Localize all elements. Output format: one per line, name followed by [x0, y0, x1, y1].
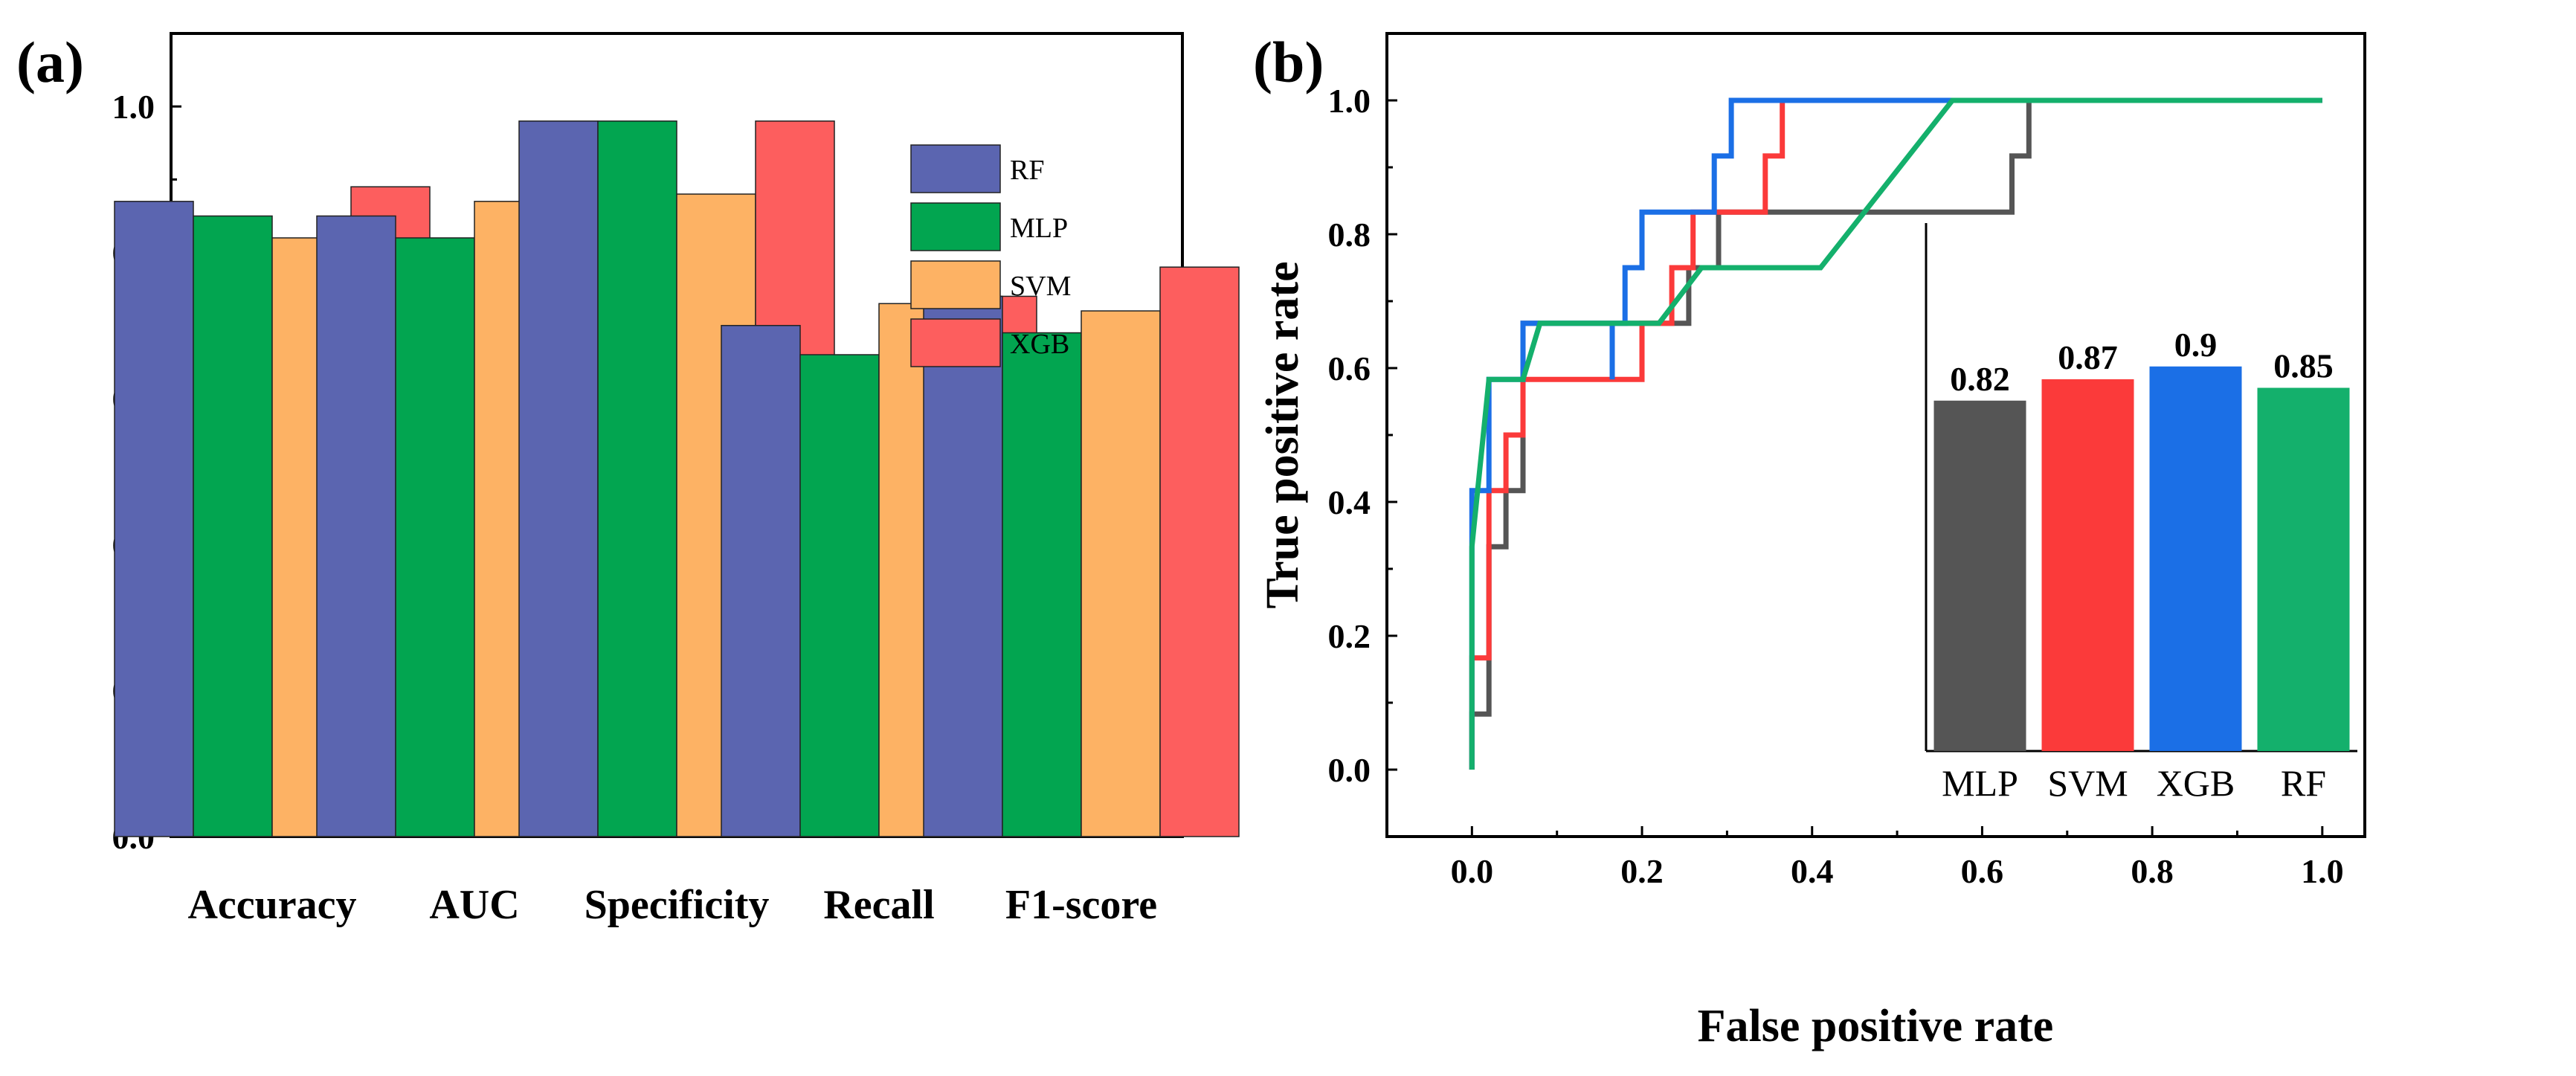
panel-b-x-tick-label: 0.2: [1620, 852, 1664, 890]
legend-label-rf: RF: [1010, 155, 1044, 186]
panel-b-y-tick-label: 0.2: [1328, 617, 1371, 655]
inset-value-label: 0.9: [2174, 326, 2218, 364]
bar-rf-recall: [721, 324, 801, 837]
panel-b-y-tick-label: 0.8: [1328, 216, 1371, 254]
legend-label-xgb: XGB: [1010, 329, 1069, 360]
bar-mlp-accuracy: [193, 215, 273, 837]
panel-b-x-axis: 0.0 0.2 0.4 0.6 0.8 1.0: [1385, 826, 2344, 890]
inset-value-label: 0.82: [1950, 360, 2010, 398]
panel-b-x-axis-title: False positive rate: [1698, 1001, 2054, 1051]
inset-value-label: 0.85: [2273, 347, 2334, 385]
panel-b-x-tick-label: 0.6: [1961, 852, 2004, 890]
inset-value-label: 0.87: [2058, 338, 2118, 376]
bar-rf-f1-score: [923, 295, 1003, 837]
panel-b-y-tick-label: 0.0: [1328, 751, 1371, 789]
panel-b-x-tick-label: 0.4: [1791, 852, 1834, 890]
panel-b-y-axis: 0.0 0.2 0.4 0.6 0.8 1.0: [1328, 32, 1397, 838]
inset-category-label: RF: [2281, 762, 2326, 804]
bar-rf-accuracy: [114, 201, 194, 837]
bar-xgb-f1-score: [1159, 266, 1240, 837]
inset-category-label: SVM: [2047, 762, 2128, 804]
bar-mlp-f1-score: [1002, 332, 1082, 837]
panel-b-y-tick-label: 0.6: [1328, 349, 1371, 387]
panel-a-legend: RF MLP SVM XGB: [910, 144, 1071, 367]
bar-svm-f1-score: [1081, 310, 1161, 837]
inset-bar-rf: [2257, 387, 2350, 751]
panel-a-category-label: Recall: [823, 882, 934, 928]
inset-bar-mlp: [1933, 400, 2026, 751]
panel-a-category-label: AUC: [429, 882, 519, 928]
panel-a-category-label: Specificity: [585, 882, 770, 928]
bar-mlp-specificity: [597, 120, 677, 837]
roc-line-rf: [1469, 97, 2322, 770]
panel-a-bars: [114, 120, 1240, 837]
bar-rf-auc: [316, 215, 396, 837]
bar-rf-specificity: [518, 120, 599, 837]
inset-bar-svm: [2041, 379, 2134, 751]
panel-b-inset-auc-chart: 0.82 MLP 0.87 SVM 0.9 XGB 0.85 RF: [1925, 223, 2357, 804]
legend-label-svm: SVM: [1010, 271, 1071, 302]
legend-swatch-xgb: [910, 318, 1001, 367]
bar-mlp-auc: [395, 237, 475, 837]
panel-b-y-axis-title: True positive rate: [1258, 261, 1308, 608]
panel-a-category-label: Accuracy: [187, 882, 356, 928]
panel-b-x-tick-label: 0.0: [1451, 852, 1494, 890]
inset-category-label: XGB: [2157, 762, 2235, 804]
panel-b-x-tick-label: 1.0: [2301, 852, 2344, 890]
panel-b-x-tick-label: 0.8: [2131, 852, 2174, 890]
inset-bar-xgb: [2149, 366, 2242, 751]
panel-b-label: (b): [1253, 30, 1324, 94]
panel-a-x-axis: Accuracy AUC Specificity Recall F1-score: [187, 882, 1157, 928]
panel-b: (b) 0.0 0.2 0.4 0.6 0.8 1.0 0.0 0.2 0.4 0.6 0.8 1.…: [1253, 30, 2366, 1051]
panel-b-y-tick-label: 1.0: [1328, 82, 1371, 120]
panel-a: (a) 0.00.20.40.60.81.0 AccuracyAUCSpecif…: [16, 30, 1240, 928]
panel-a-category-label: F1-score: [1005, 882, 1157, 928]
inset-category-label: MLP: [1942, 762, 2018, 804]
legend-swatch-rf: [910, 144, 1001, 193]
panel-a-label: (a): [16, 30, 84, 94]
legend-swatch-svm: [910, 260, 1001, 309]
legend-label-mlp: MLP: [1010, 213, 1068, 244]
panel-b-y-tick-label: 0.4: [1328, 483, 1371, 521]
bar-mlp-recall: [799, 354, 880, 837]
panel-b-roc-lines: [1469, 97, 2322, 770]
legend-swatch-mlp: [910, 202, 1001, 251]
panel-a-y-tick-label: 1.0: [112, 88, 155, 126]
